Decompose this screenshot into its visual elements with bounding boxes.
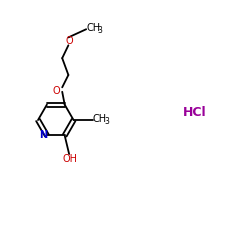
Text: O: O [53, 86, 60, 96]
Text: 3: 3 [98, 26, 102, 35]
Text: OH: OH [62, 154, 77, 164]
Text: CH: CH [86, 23, 100, 33]
Text: 3: 3 [104, 117, 109, 126]
Text: O: O [66, 36, 74, 46]
Text: CH: CH [93, 114, 107, 124]
Text: N: N [39, 130, 47, 140]
Text: HCl: HCl [182, 106, 206, 119]
